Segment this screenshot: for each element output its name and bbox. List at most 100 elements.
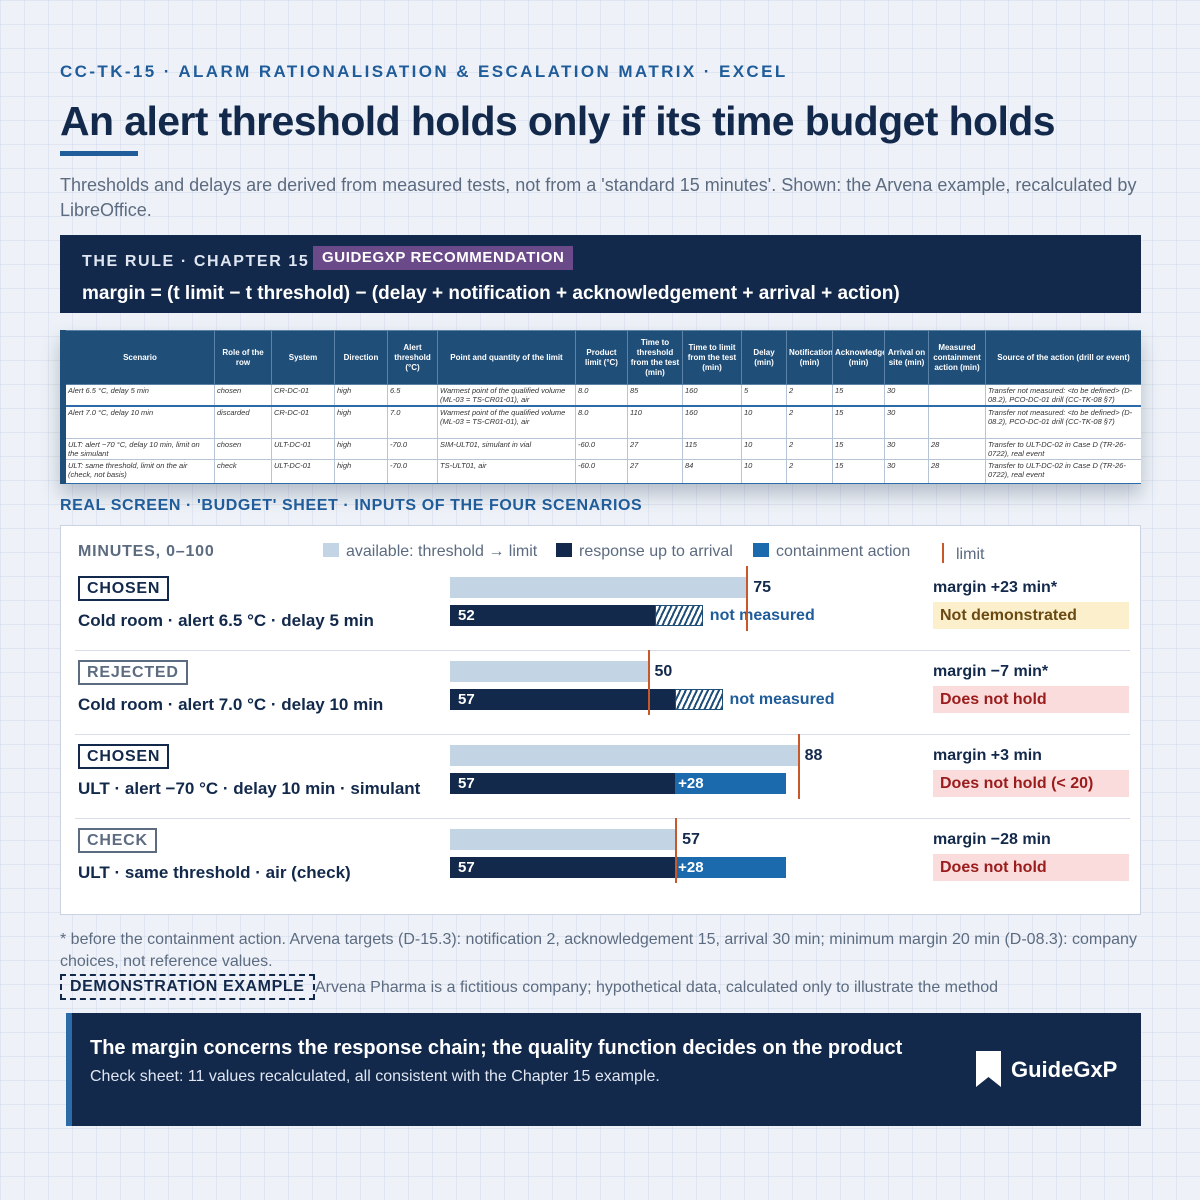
column-header[interactable]: Time to limit from the test (min) bbox=[682, 330, 742, 385]
table-cell[interactable]: 160 bbox=[682, 405, 742, 439]
table-cell[interactable]: -70.0 bbox=[387, 458, 438, 484]
column-header[interactable]: Product limit (°C) bbox=[575, 330, 628, 385]
table-cell[interactable]: 110 bbox=[627, 405, 683, 439]
legend-response: response up to arrival bbox=[556, 543, 733, 561]
response-value: 57 bbox=[458, 691, 475, 708]
response-bar bbox=[450, 857, 676, 878]
table-cell[interactable]: 2 bbox=[786, 405, 833, 439]
table-cell[interactable]: 27 bbox=[627, 458, 683, 484]
table-cell[interactable]: 15 bbox=[832, 405, 885, 439]
column-header[interactable]: Arrival on site (min) bbox=[884, 330, 929, 385]
available-bar bbox=[450, 829, 676, 850]
table-cell[interactable]: ULT: alert −70 °C, delay 10 min, limit o… bbox=[65, 437, 215, 460]
legend-swatch-response bbox=[556, 543, 572, 557]
table-cell[interactable]: -60.0 bbox=[575, 437, 628, 460]
table-cell[interactable]: 15 bbox=[832, 384, 885, 407]
table-cell[interactable]: CR-DC-01 bbox=[271, 384, 335, 407]
bookmark-icon bbox=[976, 1051, 1001, 1087]
table-cell[interactable]: ULT: same threshold, limit on the air (c… bbox=[65, 458, 215, 484]
scenario-label: Cold room · alert 7.0 °C · delay 10 min bbox=[78, 695, 384, 714]
table-cell[interactable]: 85 bbox=[627, 384, 683, 407]
table-cell[interactable]: SIM-ULT01, simulant in vial bbox=[437, 437, 576, 460]
column-header[interactable]: Scenario bbox=[65, 330, 215, 385]
page-subtitle: Thresholds and delays are derived from m… bbox=[60, 175, 1137, 220]
table-cell[interactable]: high bbox=[334, 458, 388, 484]
column-header[interactable]: Acknowledgement (min) bbox=[832, 330, 885, 385]
table-cell[interactable]: discarded bbox=[214, 405, 272, 439]
column-header[interactable]: Direction bbox=[334, 330, 388, 385]
table-cell[interactable]: 2 bbox=[786, 384, 833, 407]
scenario-tag: CHOSEN bbox=[78, 744, 170, 769]
column-header[interactable]: Notification (min) bbox=[786, 330, 833, 385]
table-cell[interactable]: 28 bbox=[928, 437, 986, 460]
table-cell[interactable]: high bbox=[334, 405, 388, 439]
table-cell[interactable]: 30 bbox=[884, 405, 929, 439]
column-header[interactable]: Alert threshold (°C) bbox=[387, 330, 438, 385]
column-header[interactable]: Point and quantity of the limit bbox=[437, 330, 576, 385]
table-cell[interactable]: 8.0 bbox=[575, 405, 628, 439]
table-cell[interactable]: 10 bbox=[741, 405, 787, 439]
table-cell[interactable]: 28 bbox=[928, 458, 986, 484]
recommendation-badge: GUIDEGXP RECOMMENDATION bbox=[313, 246, 574, 270]
column-header[interactable]: Time to threshold from the test (min) bbox=[627, 330, 683, 385]
margin-value: margin +23 min* bbox=[933, 579, 1058, 596]
table-cell[interactable] bbox=[928, 405, 986, 439]
table-cell[interactable]: 30 bbox=[884, 437, 929, 460]
table-cell[interactable]: -60.0 bbox=[575, 458, 628, 484]
column-header[interactable]: Measured containment action (min) bbox=[928, 330, 986, 385]
legend-available-label: available: threshold → limit bbox=[346, 543, 538, 560]
table-cell[interactable]: Transfer not measured: <to be defined> (… bbox=[985, 384, 1141, 407]
table-cell[interactable]: 115 bbox=[682, 437, 742, 460]
table-cell[interactable]: ULT-DC-01 bbox=[271, 437, 335, 460]
table-cell[interactable]: 2 bbox=[786, 437, 833, 460]
table-cell[interactable] bbox=[928, 384, 986, 407]
table-cell[interactable]: 10 bbox=[741, 437, 787, 460]
table-cell[interactable]: 160 bbox=[682, 384, 742, 407]
table-cell[interactable]: 5 bbox=[741, 384, 787, 407]
budget-spreadsheet[interactable]: Scenario Role of the row System Direction Al… bbox=[60, 330, 1141, 484]
conclusion-banner: The margin concerns the response chain; … bbox=[66, 1013, 1141, 1126]
column-header[interactable]: Role of the row bbox=[214, 330, 272, 385]
column-header[interactable]: System bbox=[271, 330, 335, 385]
table-cell[interactable]: 84 bbox=[682, 458, 742, 484]
table-cell[interactable]: TS-ULT01, air bbox=[437, 458, 576, 484]
table-cell[interactable]: 8.0 bbox=[575, 384, 628, 407]
column-header[interactable]: Source of the action (drill or event) bbox=[985, 330, 1141, 385]
table-cell[interactable]: 30 bbox=[884, 458, 929, 484]
table-cell[interactable]: ULT-DC-01 bbox=[271, 458, 335, 484]
table-cell[interactable]: 7.0 bbox=[387, 405, 438, 439]
table-cell[interactable]: 30 bbox=[884, 384, 929, 407]
table-cell[interactable]: high bbox=[334, 384, 388, 407]
action-value: +28 bbox=[678, 859, 704, 876]
table-row: ULT: same threshold, limit on the air (c… bbox=[60, 458, 1141, 484]
table-cell[interactable]: high bbox=[334, 437, 388, 460]
table-cell[interactable]: Alert 6.5 °C, delay 5 min bbox=[65, 384, 215, 407]
table-cell[interactable]: Alert 7.0 °C, delay 10 min bbox=[65, 405, 215, 439]
table-cell[interactable]: check bbox=[214, 458, 272, 484]
table-cell[interactable]: Transfer to ULT-DC-02 in Case D (TR-26-0… bbox=[985, 458, 1141, 484]
table-cell[interactable]: 15 bbox=[832, 437, 885, 460]
table-cell[interactable]: -70.0 bbox=[387, 437, 438, 460]
verdict-badge: Does not hold bbox=[933, 854, 1129, 881]
table-cell[interactable]: 27 bbox=[627, 437, 683, 460]
table-cell[interactable]: Warmest point of the qualified volume (M… bbox=[437, 405, 576, 439]
table-cell[interactable]: Warmest point of the qualified volume (M… bbox=[437, 384, 576, 407]
table-cell[interactable]: chosen bbox=[214, 437, 272, 460]
column-header[interactable]: Delay (min) bbox=[741, 330, 787, 385]
table-cell[interactable]: 15 bbox=[832, 458, 885, 484]
table-cell[interactable]: CR-DC-01 bbox=[271, 405, 335, 439]
table-cell[interactable]: 2 bbox=[786, 458, 833, 484]
available-bar bbox=[450, 577, 747, 598]
row-separator bbox=[75, 734, 1130, 735]
table-cell[interactable]: Transfer not measured: <to be defined> (… bbox=[985, 405, 1141, 439]
response-value: 57 bbox=[458, 775, 475, 792]
table-cell[interactable]: Transfer to ULT-DC-02 in Case D (TR-26-0… bbox=[985, 437, 1141, 460]
margin-value: margin −28 min bbox=[933, 831, 1051, 848]
scenario-tag: CHECK bbox=[78, 828, 157, 853]
section-label: REAL SCREEN · 'BUDGET' SHEET · INPUTS OF… bbox=[60, 497, 643, 514]
limit-marker bbox=[675, 818, 678, 883]
available-value: 88 bbox=[804, 747, 823, 764]
table-cell[interactable]: chosen bbox=[214, 384, 272, 407]
table-cell[interactable]: 10 bbox=[741, 458, 787, 484]
table-cell[interactable]: 6.5 bbox=[387, 384, 438, 407]
